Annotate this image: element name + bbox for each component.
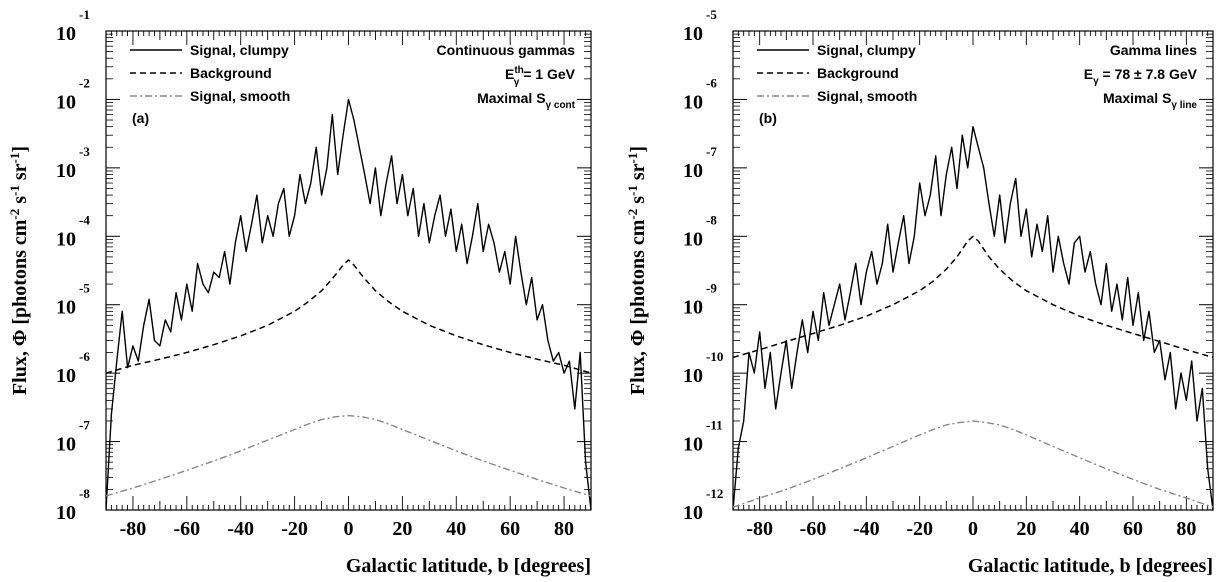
y-tick-exponent: -8	[706, 212, 717, 227]
x-axis-title: Galactic latitude, b [degrees]	[346, 555, 591, 577]
y-tick-exponent: -7	[79, 418, 90, 433]
series-signal-smooth-line	[733, 420, 1213, 508]
y-tick-label: 10	[683, 434, 703, 456]
x-tick-label: 0	[344, 518, 354, 540]
y-tick-label: 10	[683, 365, 703, 387]
y-axis-title: Flux, Φ [photons cm-2 s-1 sr-1]	[625, 146, 650, 395]
x-tick-label: -60	[173, 518, 200, 540]
x-tick-label: 40	[446, 518, 466, 540]
y-tick-label: 10	[683, 23, 703, 45]
y-tick-exponent: -10	[706, 349, 723, 364]
y-tick-exponent: -6	[79, 349, 90, 364]
x-tick-label: -60	[800, 518, 827, 540]
legend-label: Background	[817, 65, 899, 81]
series-signal-clumpy-line	[106, 98, 591, 510]
legend-label: Background	[190, 65, 272, 81]
y-tick-exponent: -2	[79, 75, 90, 90]
y-tick-exponent: -5	[79, 281, 90, 296]
y-tick-exponent: -1	[79, 7, 90, 22]
annotation-line3: Maximal Sγ line	[1103, 90, 1197, 111]
y-tick-exponent: -6	[706, 75, 717, 90]
x-tick-label: -20	[906, 518, 933, 540]
panel-label: (a)	[132, 110, 149, 126]
y-tick-label: 10	[56, 91, 76, 113]
y-tick-label: 10	[56, 160, 76, 182]
y-tick-label: 10	[683, 91, 703, 113]
y-tick-label: 10	[56, 365, 76, 387]
legend: Signal, clumpy Background Signal, smooth	[757, 42, 917, 104]
x-tick-label: 40	[1070, 518, 1090, 540]
y-tick-exponent: -7	[706, 144, 717, 159]
y-tick-label: 10	[683, 228, 703, 250]
annotation-line1: Gamma lines	[1110, 42, 1197, 58]
y-tick-label: 10	[56, 434, 76, 456]
y-tick-exponent: -8	[79, 486, 90, 501]
y-tick-exponent: -5	[706, 7, 717, 22]
y-tick-label: 10	[56, 502, 76, 524]
x-tick-label: 60	[1123, 518, 1143, 540]
y-tick-label: 10	[56, 297, 76, 319]
legend-label: Signal, clumpy	[190, 42, 289, 58]
y-tick-label: 10	[683, 297, 703, 319]
y-tick-exponent: -9	[706, 281, 717, 296]
x-tick-label: -20	[281, 518, 308, 540]
x-tick-label: 80	[1176, 518, 1196, 540]
x-tick-label: 60	[500, 518, 520, 540]
x-tick-label: 80	[554, 518, 574, 540]
series-signal-clumpy-line	[733, 125, 1213, 510]
y-tick-label: 10	[56, 23, 76, 45]
x-tick-label: 0	[968, 518, 978, 540]
x-tick-label: 20	[392, 518, 412, 540]
annotation-line1: Continuous gammas	[437, 42, 576, 58]
legend-label: Signal, smooth	[817, 88, 917, 104]
y-tick-exponent: -11	[706, 418, 723, 433]
x-axis: -80 -60 -40 -20 0 20 40 60 80	[732, 31, 1214, 540]
x-axis: -80 -60 -40 -20 0 20 40 60 80	[105, 31, 592, 540]
y-tick-label: 10	[56, 228, 76, 250]
chart-panel-a: 10-810-710-610-510-410-310-210-1-80 -60 -4…	[7, 7, 592, 577]
series-signal-smooth-line	[106, 414, 591, 497]
series-group	[733, 125, 1213, 510]
series-background-line	[733, 235, 1213, 359]
legend-label: Signal, smooth	[190, 88, 290, 104]
x-tick-label: 20	[1016, 518, 1036, 540]
x-tick-label: -80	[746, 518, 773, 540]
series-background-line	[106, 259, 591, 374]
annotation-line3: Maximal Sγ cont	[477, 90, 576, 111]
y-tick-label: 10	[683, 160, 703, 182]
legend-label: Signal, clumpy	[817, 42, 916, 58]
y-tick-exponent: -4	[79, 212, 90, 227]
annotation-line2: Eγ = 78 ± 7.8 GeV	[1084, 66, 1198, 87]
legend: Signal, clumpy Background Signal, smooth	[130, 42, 290, 104]
series-group	[106, 98, 591, 510]
annotation: Gamma lines Eγ = 78 ± 7.8 GeV Maximal Sγ l…	[1084, 42, 1198, 111]
x-tick-label: -80	[120, 518, 147, 540]
y-tick-exponent: -12	[706, 486, 723, 501]
y-axis: 10-810-710-610-510-410-310-210-1	[56, 7, 591, 524]
y-tick-exponent: -3	[79, 144, 90, 159]
x-tick-label: -40	[227, 518, 254, 540]
y-axis-title: Flux, Φ [photons cm-2 s-1 sr-1]	[7, 146, 32, 395]
x-axis-title: Galactic latitude, b [degrees]	[968, 555, 1213, 577]
annotation-line2: Eth γ = 1 GeV	[505, 65, 576, 88]
x-tick-label: -40	[853, 518, 880, 540]
y-tick-label: 10	[683, 502, 703, 524]
panel-label: (b)	[759, 110, 777, 126]
